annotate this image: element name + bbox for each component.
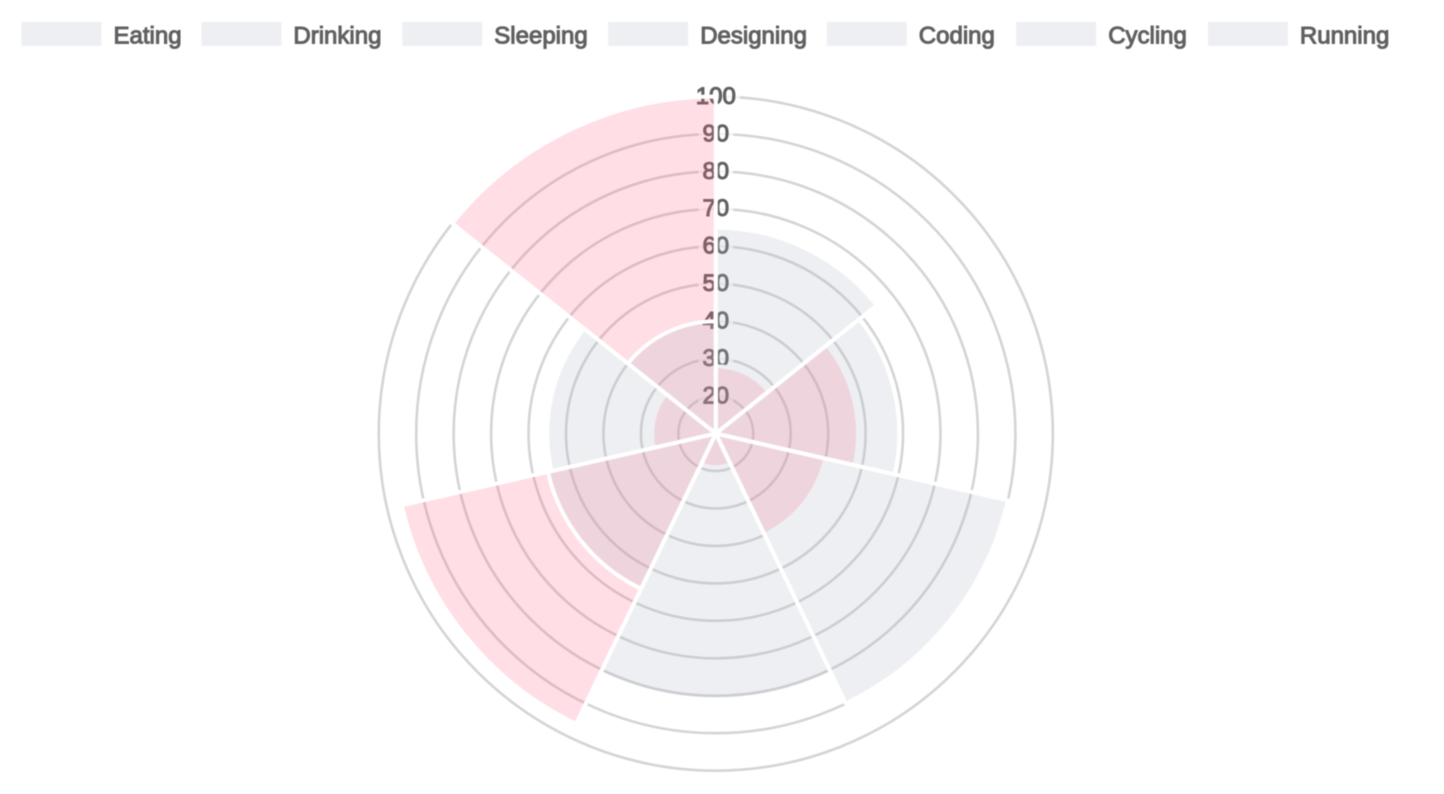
svg-text:Cycling: Cycling	[1108, 23, 1187, 50]
svg-text:Running: Running	[1300, 23, 1389, 50]
svg-text:Designing: Designing	[700, 23, 807, 50]
svg-text:Eating: Eating	[114, 23, 182, 50]
svg-text:Coding: Coding	[919, 23, 995, 50]
svg-text:Drinking: Drinking	[293, 23, 381, 50]
svg-text:Sleeping: Sleeping	[494, 23, 587, 50]
